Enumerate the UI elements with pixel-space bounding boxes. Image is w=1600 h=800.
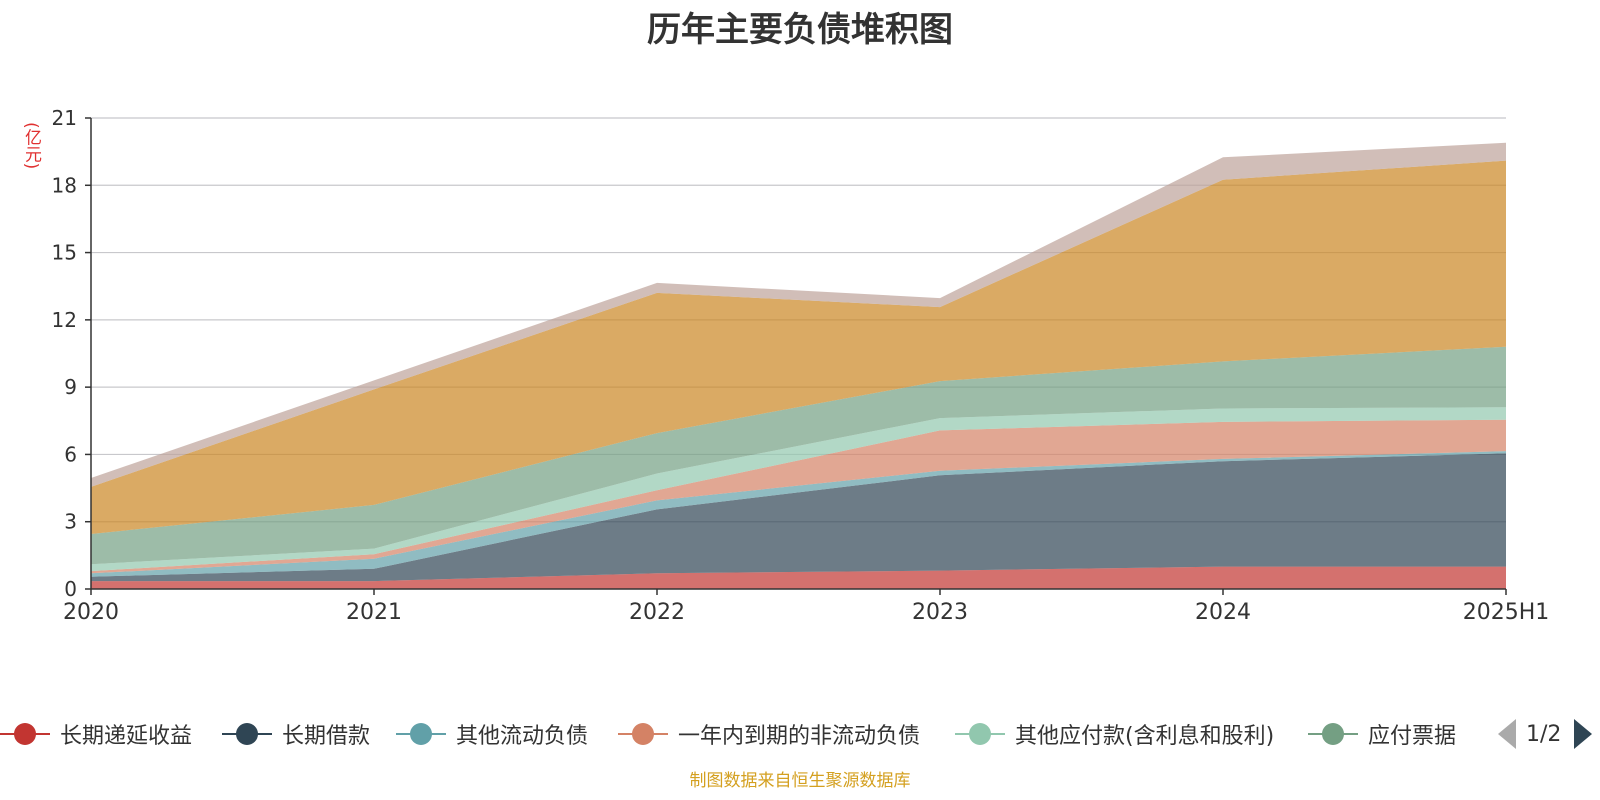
area-series-6	[91, 160, 1506, 534]
legend-marker-icon	[955, 716, 1005, 752]
legend-marker-icon	[396, 716, 446, 752]
x-tick-label: 2021	[346, 600, 402, 625]
y-tick-label: 18	[52, 173, 77, 197]
legend-item[interactable]: 应付票据	[1308, 716, 1456, 752]
x-tick-label: 2023	[912, 600, 968, 625]
legend-marker-icon	[0, 716, 50, 752]
x-tick-label: 2025H1	[1463, 600, 1550, 625]
y-tick-label: 21	[52, 106, 77, 130]
legend-item[interactable]: 一年内到期的非流动负债	[618, 716, 920, 752]
x-tick-label: 2022	[629, 600, 685, 625]
legend-prev-page-icon[interactable]	[1498, 719, 1516, 749]
area-series-4	[91, 407, 1506, 572]
area-series-0	[91, 566, 1506, 589]
y-tick-label: 3	[64, 510, 77, 534]
axes	[85, 117, 1507, 595]
legend-label: 一年内到期的非流动负债	[678, 724, 921, 749]
x-tick-label: 2020	[63, 600, 119, 625]
legend-pager: 1/2	[1498, 716, 1598, 752]
legend-marker-icon	[1308, 716, 1358, 752]
x-tick-label: 2024	[1195, 600, 1251, 625]
legend-item[interactable]: 长期借款	[222, 716, 370, 752]
stacked-area-chart: 0 3 6 9 12 15 18 21 2020 2021 2022 2023 2024 2025H1	[52, 106, 1550, 625]
y-tick-label: 0	[64, 577, 77, 601]
area-series-1	[91, 453, 1506, 582]
y-tick-labels: 0 3 6 9 12 15 18 21	[52, 106, 77, 601]
legend-label: 其他流动负债	[456, 724, 589, 749]
legend-page-indicator: 1/2	[1526, 721, 1562, 747]
legend-item[interactable]: 其他流动负债	[396, 716, 588, 752]
legend: 长期递延收益 长期借款 其他流动负债 一年内到期的非流动负债 其他应付款(含利息和股利)…	[0, 716, 1480, 752]
source-note: 制图数据来自恒生聚源数据库	[689, 771, 911, 791]
chart-title: 历年主要负债堆积图	[647, 10, 953, 50]
legend-next-page-icon[interactable]	[1574, 719, 1593, 749]
area-series-3	[91, 419, 1506, 574]
y-tick-label: 12	[52, 308, 77, 332]
legend-item[interactable]: 其他应付款(含利息和股利)	[955, 716, 1274, 752]
area-series	[91, 142, 1506, 589]
legend-label: 长期借款	[282, 724, 371, 749]
area-series-5	[91, 346, 1506, 565]
legend-label: 其他应付款(含利息和股利)	[1015, 724, 1275, 749]
area-series-2	[91, 451, 1506, 577]
legend-item[interactable]: 长期递延收益	[0, 716, 192, 752]
legend-label: 应付票据	[1368, 724, 1457, 749]
y-tick-label: 6	[64, 442, 77, 466]
legend-marker-icon	[222, 716, 272, 752]
x-tick-labels: 2020 2021 2022 2023 2024 2025H1	[63, 600, 1549, 625]
y-tick-label: 9	[64, 375, 77, 399]
legend-marker-icon	[618, 716, 668, 752]
y-axis-unit-label: (亿元)	[21, 122, 41, 170]
y-tick-label: 15	[52, 241, 77, 265]
legend-label: 长期递延收益	[60, 724, 193, 749]
